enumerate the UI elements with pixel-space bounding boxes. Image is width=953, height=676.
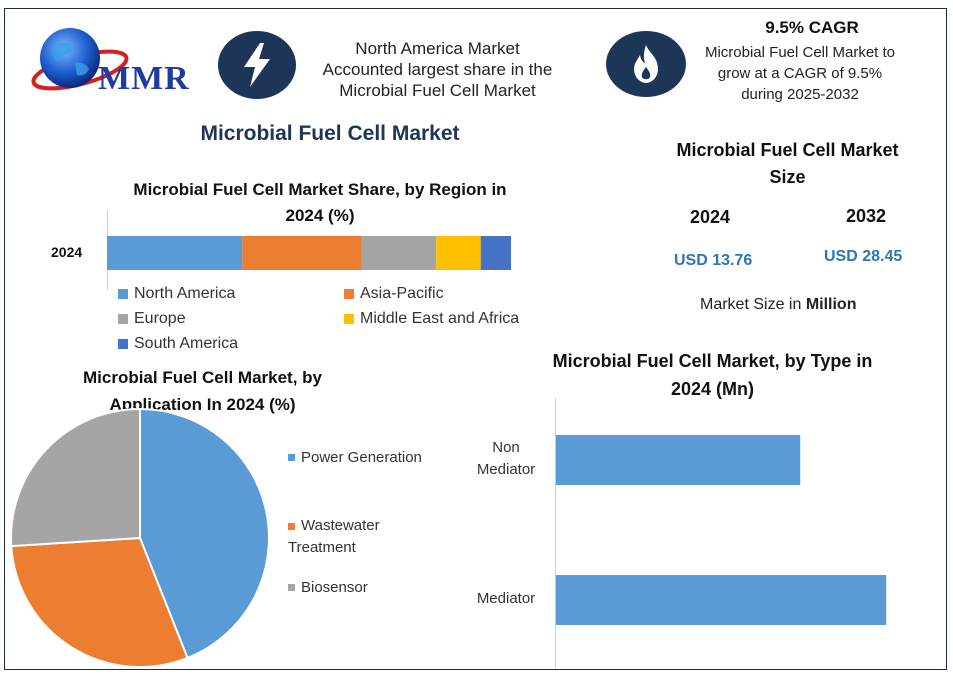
legend-swatch [118,314,128,324]
type-title-line: 2024 (Mn) [670,379,755,399]
region-stacked-bar [107,236,511,270]
type-label-line: Non [492,439,520,456]
unit-bold: Million [805,296,857,313]
note-line: Accounted largest share in the [322,60,553,79]
north-america-note: North America Market Accounted largest s… [300,38,575,101]
legend-wastewater-treatment: Wastewater Treatment [288,515,408,559]
legend-swatch [288,584,295,591]
market-size-unit: Market Size in Million [700,296,856,314]
legend-swatch [288,454,295,461]
mmr-logo: MMR [20,18,200,108]
application-chart-title: Microbial Fuel Cell Market, by Applicati… [40,364,365,418]
type-chart-title: Microbial Fuel Cell Market, by Type in 2… [520,347,905,403]
type-title-line: Microbial Fuel Cell Market, by Type in [552,351,873,371]
type-label-line: Mediator [476,461,536,478]
legend-south-america: South America [118,335,238,353]
logo-text: MMR [98,60,190,97]
page-frame [4,8,947,670]
cagr-line: during 2025-2032 [741,86,859,103]
legend-swatch [344,314,354,324]
region-segment-middle-east-and-africa [436,236,481,270]
type-axis-line [555,398,556,668]
type-label-non-mediator: Non Mediator [466,437,546,481]
legend-swatch [288,522,295,530]
lightning-bolt-icon [218,31,296,99]
region-segment-asia-pacific [242,236,362,270]
note-line: Microbial Fuel Cell Market [339,81,536,100]
type-bar-chart [556,435,887,625]
region-chart-title: Microbial Fuel Cell Market Share, by Reg… [95,177,545,229]
region-title-line: 2024 (%) [285,206,355,225]
legend-europe: Europe [118,310,186,328]
legend-biosensor: Biosensor [288,579,368,596]
region-segment-south-america [480,236,511,270]
value-2032: USD 28.45 [824,248,903,265]
legend-middle-east-africa: Middle East and Africa [344,310,519,328]
year-2032: 2032 [846,206,887,226]
globe-icon [31,28,129,91]
note-line: North America Market [355,39,520,58]
year-2024: 2024 [690,207,731,227]
legend-label: Power Generation [301,449,422,466]
region-segment-north-america [107,236,243,270]
pie-slice-wastewater-treatment [10,536,189,668]
legend-label: South America [134,335,239,352]
cagr-note: Microbial Fuel Cell Market to grow at a … [680,42,920,105]
type-bar-mediator [556,575,887,625]
market-size-title: Microbial Fuel Cell Market Size [640,137,935,191]
type-label-line: Mediator [476,590,536,607]
legend-label: Wastewater Treatment [288,517,380,556]
region-segment-europe [361,236,437,270]
legend-swatch [118,339,128,349]
legend-label: North America [134,285,236,302]
flame-icon [606,31,686,97]
cagr-line: Microbial Fuel Cell Market to [704,44,896,61]
market-size-title-line: Microbial Fuel Cell Market [676,140,899,160]
legend-label: Middle East and Africa [360,310,520,327]
cagr-title: 9.5% CAGR [765,18,859,37]
value-2024: USD 13.76 [674,252,753,269]
legend-label: Biosensor [301,579,368,596]
market-size-title-line: Size [769,167,806,187]
legend-label: Asia-Pacific [360,285,444,302]
legend-power-generation: Power Generation [288,449,422,466]
type-bar-non-mediator [556,435,801,485]
region-category-label: 2024 [51,244,83,260]
unit-prefix: Market Size in [700,296,806,313]
legend-swatch [344,289,354,299]
legend-asia-pacific: Asia-Pacific [344,285,444,303]
main-title: Microbial Fuel Cell Market [200,122,460,145]
region-title-line: Microbial Fuel Cell Market Share, by Reg… [133,180,507,199]
type-label-mediator: Mediator [466,590,546,607]
application-pie-chart [10,407,270,668]
pie-slice-biosensor [10,407,141,548]
legend-label: Europe [134,310,186,327]
application-title-line: Microbial Fuel Cell Market, by [82,368,322,387]
legend-north-america: North America [118,285,235,303]
cagr-line: grow at a CAGR of 9.5% [717,65,883,82]
legend-swatch [118,289,128,299]
pie-slice-power-generation [139,407,270,660]
